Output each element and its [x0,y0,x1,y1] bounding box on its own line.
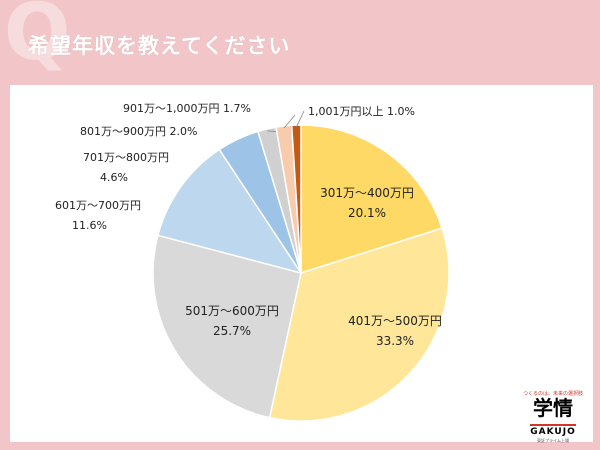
pie-chart: 301万〜400万円 20.1% 401万〜500万円 33.3% 501万〜600万円… [55,102,450,422]
chart-card: 301万〜400万円 20.1% 401万〜500万円 33.3% 501万〜600万円… [10,85,593,442]
leader-line [283,114,296,129]
pie-slice [268,227,450,422]
page-title: 希望年収を教えてください [28,34,291,58]
slice-label: 401万〜500万円 33.3% [348,314,442,348]
brand-tagline: つくるのは、未来の選択肢 [523,391,583,397]
brand-logo: 学情 [533,396,573,420]
brand-name: GAKUJO [530,424,576,437]
slice-label: 601万〜700万円 11.6% [55,199,141,232]
leader-line [296,110,305,128]
brand-sub: 東証プライム上場 [537,438,569,443]
slice-label: 701万〜800万円 4.6% [83,151,169,184]
q-mark: Q [4,0,71,78]
pie-slice [290,124,302,274]
pie-slice [156,148,303,275]
slice-label: 901万〜1,000万円 1.7% [123,102,251,115]
slice-label: 301万〜400万円 20.1% [320,186,414,220]
slice-label: 501万〜600万円 25.7% [185,304,279,338]
slice-label: 1,001万円以上 1.0% [308,105,415,118]
brand-block: つくるのは、未来の選択肢 学情 GAKUJO 東証プライム上場 [518,390,588,444]
pie-slice [152,234,302,419]
pie-slice [300,124,443,275]
slice-label: 801万〜900万円 2.0% [80,125,197,138]
